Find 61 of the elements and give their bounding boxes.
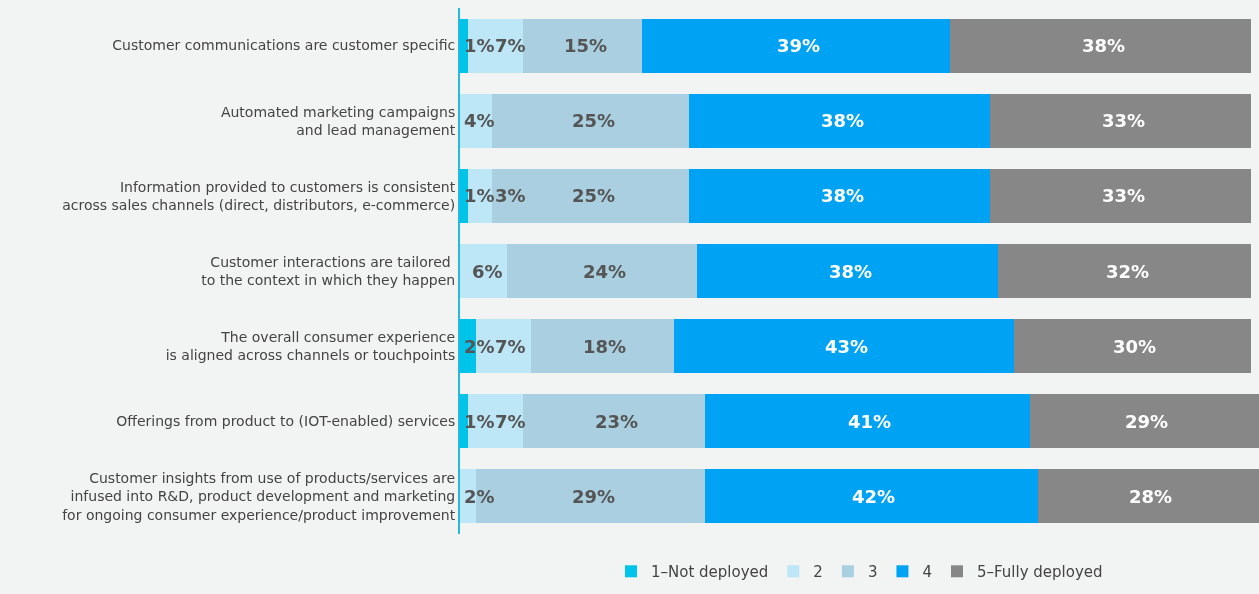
bar	[990, 168, 1252, 223]
data-label: 28%	[1129, 486, 1173, 507]
data-label: 7%	[495, 411, 526, 432]
y-tick-label: Offerings from product to (IOT-enabled) services	[116, 413, 456, 430]
data-label: 38%	[821, 185, 865, 206]
data-label: 7%	[495, 336, 526, 357]
data-label: 38%	[821, 110, 865, 131]
bar	[460, 394, 468, 449]
bar	[697, 243, 998, 299]
bar	[641, 18, 951, 73]
bar	[523, 18, 642, 73]
data-label: 33%	[1102, 110, 1146, 131]
data-label: 42%	[852, 486, 896, 507]
bar	[460, 18, 468, 73]
data-label: 43%	[825, 336, 869, 357]
data-label: 39%	[777, 35, 821, 56]
bar	[990, 93, 1252, 148]
data-label: 23%	[595, 411, 639, 432]
bar	[950, 18, 1252, 73]
data-label: 32%	[1106, 261, 1150, 282]
data-label: 18%	[583, 336, 627, 357]
data-label: 29%	[572, 486, 616, 507]
bar	[673, 319, 1014, 374]
legend-label: 5–Fully deployed	[976, 563, 1103, 582]
y-tick-label: Customer communications are customer specific	[112, 37, 456, 54]
bar	[1013, 319, 1252, 374]
y-tick-label: Customer interactions are tailored to the context in which they happen	[201, 253, 456, 288]
data-label: 3%	[495, 185, 526, 206]
data-label: 6%	[472, 261, 503, 282]
legend-label: 1–Not deployed	[651, 563, 769, 582]
bar	[523, 394, 706, 449]
legend-label: 4	[922, 563, 932, 582]
data-label: 7%	[495, 35, 526, 56]
bar	[689, 168, 991, 223]
data-label: 4%	[464, 110, 495, 131]
data-label: 41%	[848, 411, 892, 432]
y-tick-label: Automated marketing campaigns and lead management	[220, 103, 456, 138]
bar	[1037, 469, 1259, 524]
data-label: 38%	[1082, 35, 1126, 56]
data-label: 25%	[572, 185, 616, 206]
data-label: 15%	[564, 35, 608, 56]
data-label: 25%	[572, 110, 616, 131]
y-tick-label: Customer insights from use of products/services are infused into R&D, product development and marketing for ongoing consumer experience/product improvement	[62, 470, 456, 523]
legend-label: 3	[867, 563, 878, 582]
data-label: 33%	[1102, 185, 1146, 206]
data-label: 2%	[464, 486, 495, 507]
data-label: 38%	[829, 261, 873, 282]
data-label: 29%	[1125, 411, 1169, 432]
bar	[460, 168, 468, 223]
legend-label: 2	[813, 563, 823, 582]
bar	[705, 469, 1038, 524]
bar	[705, 394, 1030, 449]
bar	[507, 243, 698, 299]
bar	[531, 319, 674, 374]
data-label: 30%	[1113, 336, 1157, 357]
bar	[997, 243, 1252, 299]
data-label: 24%	[583, 261, 627, 282]
y-tick-label: The overall consumer experience is aligned across channels or touchpoints	[165, 328, 456, 364]
bar	[1029, 394, 1259, 449]
bar	[689, 93, 991, 148]
y-tick-label: Information provided to customers is consistent across sales channels (direct, distributors, e-commerce)	[62, 178, 456, 213]
